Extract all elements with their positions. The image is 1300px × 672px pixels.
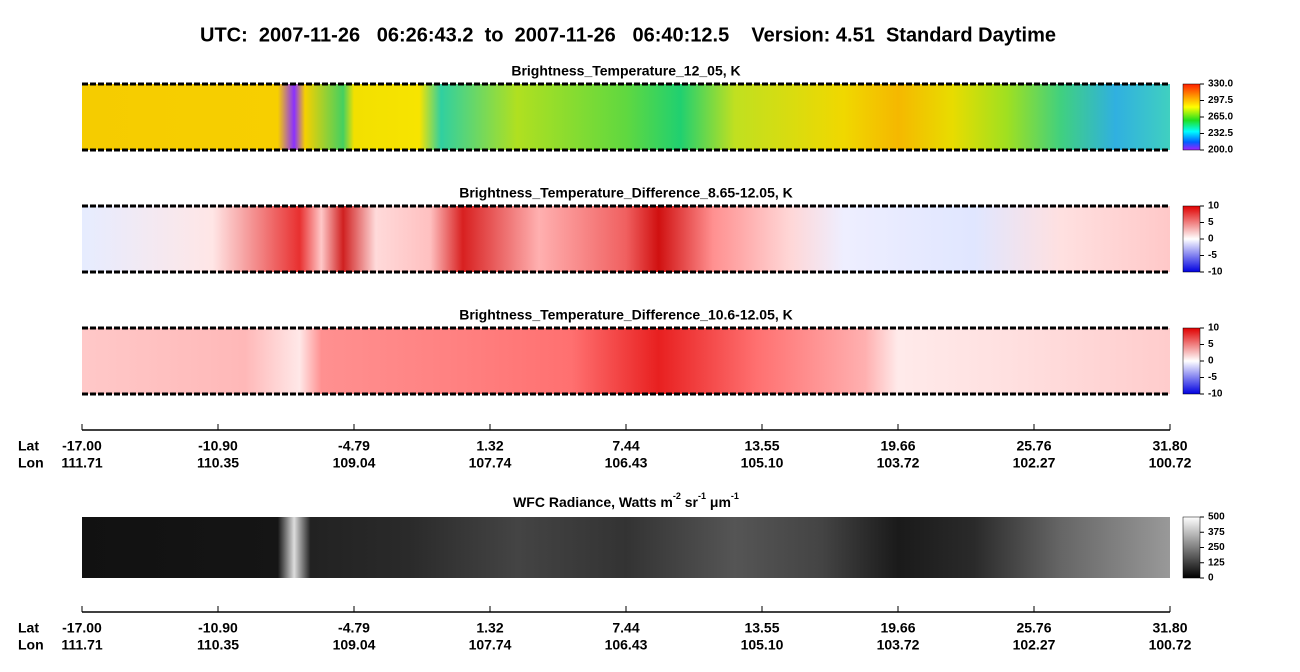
lat-tick: -4.79 — [338, 620, 370, 636]
colorbar-label: 10 — [1208, 323, 1220, 334]
lon-tick: 106.43 — [605, 637, 648, 653]
lat-tick: -17.00 — [62, 438, 102, 454]
lon-tick: 107.74 — [469, 455, 512, 471]
colorbar — [1182, 327, 1201, 395]
lat-tick: -4.79 — [338, 438, 370, 454]
lat-tick: 25.76 — [1016, 620, 1051, 636]
lat-tick: 25.76 — [1016, 438, 1051, 454]
lat-tick: 31.80 — [1152, 620, 1187, 636]
colorbar-label: 0 — [1208, 573, 1214, 584]
lon-tick: 109.04 — [333, 455, 376, 471]
wfc-title-sup: -1 — [698, 491, 706, 501]
colorbar-label: 0 — [1208, 234, 1214, 245]
colorbar-label: 265.0 — [1208, 112, 1233, 123]
lat-tick: 13.55 — [744, 438, 779, 454]
colorbar-label: 125 — [1208, 557, 1225, 568]
lon-tick: 105.10 — [741, 455, 784, 471]
lon-tick: 103.72 — [877, 455, 920, 471]
lon-tick: 107.74 — [469, 637, 512, 653]
title: UTC: 2007-11-26 06:26:43.2 to 2007-11-26… — [200, 24, 1056, 46]
colorbar — [1182, 83, 1201, 151]
image-strip — [82, 517, 1170, 578]
wfc-title-sup: -2 — [673, 491, 681, 501]
colorbar-label: 250 — [1208, 542, 1225, 553]
image-strip — [82, 206, 1170, 272]
lon-tick: 110.35 — [197, 455, 239, 471]
lon-tick: 103.72 — [877, 637, 920, 653]
image-strip — [82, 84, 1170, 150]
lon-tick: 105.10 — [741, 637, 784, 653]
colorbar-label: 10 — [1208, 201, 1220, 212]
colorbar-label: 330.0 — [1208, 79, 1233, 90]
lon-tick: 106.43 — [605, 455, 648, 471]
lat-tick: 7.44 — [612, 438, 639, 454]
colorbar-label: -5 — [1208, 372, 1217, 383]
lat-tick: 13.55 — [744, 620, 779, 636]
lon-tick: 111.71 — [61, 455, 102, 471]
lon-tick: 110.35 — [197, 637, 239, 653]
lat-tick: 19.66 — [880, 438, 915, 454]
panel-title: Brightness_Temperature_Difference_10.6-1… — [459, 307, 793, 323]
lon-tick: 109.04 — [333, 637, 376, 653]
lon-label: Lon — [18, 455, 44, 471]
wfc-title-part: WFC Radiance, Watts m — [513, 494, 673, 510]
lat-tick: -17.00 — [62, 620, 102, 636]
colorbar-label: -5 — [1208, 250, 1217, 261]
image-strip — [82, 328, 1170, 394]
colorbar-label: 5 — [1208, 217, 1214, 228]
lat-label: Lat — [18, 438, 39, 454]
lat-tick: 7.44 — [612, 620, 639, 636]
lat-tick: 1.32 — [476, 620, 503, 636]
colorbar-label: -10 — [1208, 267, 1223, 278]
panel-title: Brightness_Temperature_12_05, K — [511, 63, 740, 79]
lon-tick: 111.71 — [61, 637, 102, 653]
lat-tick: 1.32 — [476, 438, 503, 454]
lon-tick: 102.27 — [1013, 637, 1056, 653]
wfc-title: WFC Radiance, Watts m-2 sr-1 μm-1 — [513, 491, 739, 509]
colorbar-label: 232.5 — [1208, 128, 1233, 139]
lat-tick: 31.80 — [1152, 438, 1187, 454]
wfc-title-part: sr — [681, 494, 699, 510]
colorbar-label: 500 — [1208, 512, 1225, 523]
colorbar-label: 200.0 — [1208, 145, 1233, 156]
colorbar-label: 0 — [1208, 356, 1214, 367]
wfc-title-part: μm — [706, 494, 731, 510]
lat-label: Lat — [18, 620, 39, 636]
colorbar-label: 297.5 — [1208, 95, 1233, 106]
lat-tick: 19.66 — [880, 620, 915, 636]
colorbar-label: -10 — [1208, 389, 1223, 400]
panel-title: Brightness_Temperature_Difference_8.65-1… — [459, 185, 793, 201]
lon-tick: 100.72 — [1149, 455, 1192, 471]
colorbar-label: 375 — [1208, 527, 1225, 538]
lon-tick: 100.72 — [1149, 637, 1192, 653]
lon-label: Lon — [18, 637, 44, 653]
lat-tick: -10.90 — [198, 620, 238, 636]
lat-tick: -10.90 — [198, 438, 238, 454]
colorbar — [1182, 205, 1201, 273]
colorbar — [1182, 516, 1201, 579]
lon-tick: 102.27 — [1013, 455, 1056, 471]
colorbar-label: 5 — [1208, 339, 1214, 350]
wfc-title-sup: -1 — [731, 491, 739, 501]
